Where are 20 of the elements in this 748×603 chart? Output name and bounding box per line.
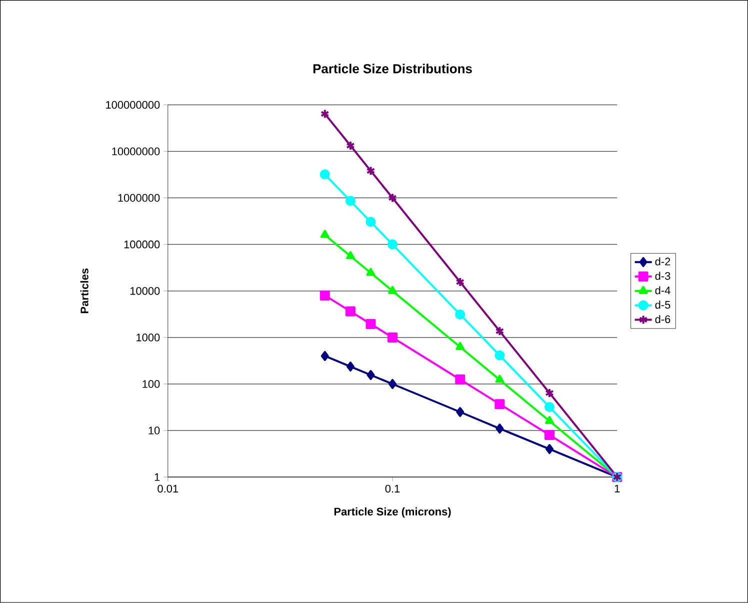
x-axis-title: Particle Size (microns): [334, 507, 451, 518]
legend-label: d-6: [655, 315, 670, 324]
x-tick-label: 0.1: [385, 484, 400, 493]
y-tick-label: 100: [142, 380, 160, 388]
x-tick-label: 1: [614, 484, 620, 492]
legend-label: d-3: [655, 272, 670, 280]
y-tick-label: 1: [154, 473, 160, 481]
y-tick-label: 100000: [124, 240, 160, 248]
chart-title: Particle Size Distributions: [313, 64, 472, 74]
y-tick-label: 1000: [136, 334, 160, 342]
y-tick-label: 1000000: [118, 194, 160, 202]
y-tick-label: 10000: [130, 287, 160, 295]
legend-label: d-4: [655, 286, 670, 294]
x-tick-label: 0.01: [158, 484, 178, 493]
y-tick-label: 10: [148, 426, 160, 434]
y-axis-title: Particles: [80, 268, 88, 314]
y-tick-label: 100000000: [106, 101, 160, 109]
legend-label: d-5: [655, 300, 670, 309]
legend-label: d-2: [655, 257, 670, 266]
y-tick-label: 10000000: [112, 148, 160, 156]
